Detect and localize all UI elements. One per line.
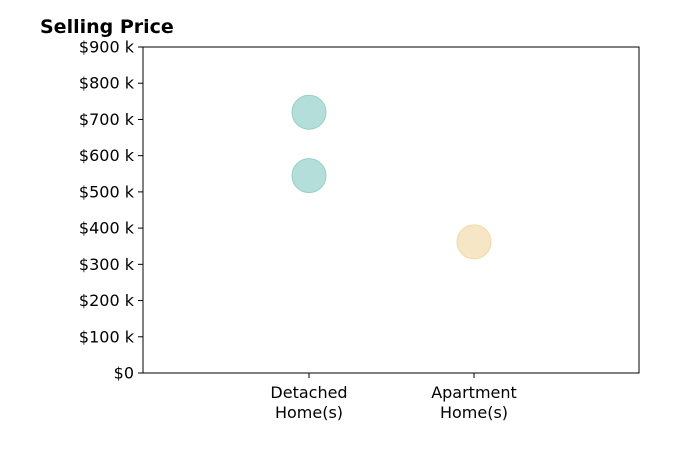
y-tick-label: $100 k: [79, 327, 135, 346]
data-point: [291, 94, 327, 130]
x-tick-label: Detached Home(s): [270, 383, 347, 422]
y-tick-label: $600 k: [79, 146, 135, 165]
data-point: [456, 224, 492, 260]
x-axis: Detached Home(s)Apartment Home(s): [270, 373, 517, 422]
y-tick-label: $300 k: [79, 255, 135, 274]
y-tick-label: $900 k: [79, 38, 135, 57]
y-tick-label: $700 k: [79, 110, 135, 129]
x-tick-label-line: Detached: [270, 383, 347, 402]
y-tick-label: $800 k: [79, 74, 135, 93]
data-point: [291, 158, 327, 194]
y-tick-label: $200 k: [79, 291, 135, 310]
chart-title: Selling Price: [40, 16, 174, 38]
plot-area-frame: [142, 46, 640, 374]
x-tick-label-line: Home(s): [440, 403, 508, 422]
y-tick-label: $0: [114, 364, 134, 383]
x-tick-label-line: Home(s): [275, 403, 343, 422]
y-axis: $0 $100 k $200 k $300 k $400 k $500 k $600 k $7…: [79, 38, 143, 383]
x-tick-label-line: Apartment: [431, 383, 517, 402]
data-points: [291, 94, 492, 260]
y-tick-label: $500 k: [79, 182, 135, 201]
y-tick-label: $400 k: [79, 219, 135, 238]
x-tick-label: Apartment Home(s): [431, 383, 517, 422]
